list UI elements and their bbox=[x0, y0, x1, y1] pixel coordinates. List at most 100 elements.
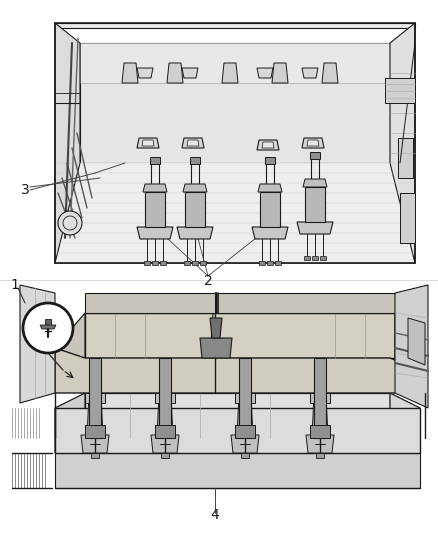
Polygon shape bbox=[142, 140, 154, 146]
Polygon shape bbox=[222, 63, 238, 83]
Polygon shape bbox=[87, 393, 103, 438]
Polygon shape bbox=[55, 348, 425, 393]
Polygon shape bbox=[151, 435, 179, 453]
Polygon shape bbox=[272, 63, 288, 83]
Polygon shape bbox=[150, 157, 160, 164]
Polygon shape bbox=[85, 393, 390, 438]
Polygon shape bbox=[160, 261, 166, 265]
Polygon shape bbox=[302, 68, 318, 78]
Polygon shape bbox=[177, 227, 213, 239]
Polygon shape bbox=[305, 187, 325, 222]
Polygon shape bbox=[55, 453, 420, 488]
Polygon shape bbox=[390, 393, 420, 453]
Polygon shape bbox=[303, 179, 327, 187]
Polygon shape bbox=[275, 261, 281, 265]
Polygon shape bbox=[297, 222, 333, 234]
Polygon shape bbox=[55, 23, 415, 28]
Polygon shape bbox=[262, 142, 274, 148]
Polygon shape bbox=[89, 358, 101, 438]
Polygon shape bbox=[320, 256, 326, 260]
Polygon shape bbox=[137, 138, 159, 148]
Text: 3: 3 bbox=[21, 183, 29, 197]
Polygon shape bbox=[390, 23, 415, 263]
Polygon shape bbox=[81, 435, 109, 453]
Polygon shape bbox=[45, 319, 51, 325]
Polygon shape bbox=[302, 138, 324, 148]
Polygon shape bbox=[231, 435, 259, 453]
Polygon shape bbox=[200, 338, 232, 358]
Polygon shape bbox=[155, 393, 175, 403]
Polygon shape bbox=[304, 256, 310, 260]
Polygon shape bbox=[257, 140, 279, 150]
Polygon shape bbox=[122, 63, 138, 83]
Polygon shape bbox=[137, 68, 153, 78]
Polygon shape bbox=[55, 313, 85, 393]
Polygon shape bbox=[185, 192, 205, 227]
Polygon shape bbox=[184, 261, 190, 265]
Polygon shape bbox=[143, 184, 167, 192]
Polygon shape bbox=[235, 425, 255, 438]
Polygon shape bbox=[155, 425, 175, 438]
Polygon shape bbox=[85, 393, 105, 403]
Polygon shape bbox=[55, 23, 80, 263]
Polygon shape bbox=[310, 393, 330, 403]
Polygon shape bbox=[85, 313, 395, 358]
Polygon shape bbox=[310, 425, 330, 438]
Circle shape bbox=[23, 303, 73, 353]
Polygon shape bbox=[80, 43, 390, 163]
Polygon shape bbox=[400, 193, 415, 243]
Polygon shape bbox=[159, 358, 171, 438]
Polygon shape bbox=[252, 227, 288, 239]
Polygon shape bbox=[182, 68, 198, 78]
Polygon shape bbox=[235, 393, 255, 403]
Circle shape bbox=[58, 211, 82, 235]
Polygon shape bbox=[260, 192, 280, 227]
Polygon shape bbox=[182, 138, 204, 148]
Polygon shape bbox=[152, 261, 158, 265]
Polygon shape bbox=[137, 227, 173, 239]
Polygon shape bbox=[307, 140, 319, 146]
Polygon shape bbox=[80, 43, 390, 83]
Polygon shape bbox=[398, 138, 413, 178]
Polygon shape bbox=[55, 163, 415, 263]
Polygon shape bbox=[190, 157, 200, 164]
Polygon shape bbox=[40, 325, 56, 329]
Polygon shape bbox=[306, 435, 334, 453]
Polygon shape bbox=[55, 163, 415, 263]
Polygon shape bbox=[144, 261, 150, 265]
Polygon shape bbox=[161, 453, 169, 458]
Polygon shape bbox=[312, 256, 318, 260]
Polygon shape bbox=[408, 318, 425, 365]
Text: 2: 2 bbox=[204, 274, 212, 288]
Polygon shape bbox=[314, 358, 326, 438]
Polygon shape bbox=[267, 261, 273, 265]
Polygon shape bbox=[200, 261, 206, 265]
Polygon shape bbox=[183, 184, 207, 192]
Polygon shape bbox=[259, 261, 265, 265]
Polygon shape bbox=[395, 313, 425, 373]
Polygon shape bbox=[239, 358, 251, 438]
Polygon shape bbox=[312, 393, 328, 438]
Polygon shape bbox=[265, 157, 275, 164]
Polygon shape bbox=[310, 152, 320, 159]
Polygon shape bbox=[157, 393, 173, 438]
Text: 1: 1 bbox=[11, 278, 19, 292]
Polygon shape bbox=[237, 393, 253, 438]
Polygon shape bbox=[167, 63, 183, 83]
Polygon shape bbox=[316, 453, 324, 458]
Polygon shape bbox=[55, 408, 420, 453]
Polygon shape bbox=[187, 140, 199, 146]
Text: 4: 4 bbox=[211, 508, 219, 522]
Polygon shape bbox=[20, 285, 55, 403]
Polygon shape bbox=[85, 425, 105, 438]
Polygon shape bbox=[322, 63, 338, 83]
Polygon shape bbox=[210, 318, 222, 338]
Polygon shape bbox=[192, 261, 198, 265]
Polygon shape bbox=[385, 78, 415, 103]
Polygon shape bbox=[395, 285, 428, 408]
Polygon shape bbox=[258, 184, 282, 192]
Polygon shape bbox=[91, 453, 99, 458]
Polygon shape bbox=[241, 453, 249, 458]
Polygon shape bbox=[85, 293, 395, 313]
Polygon shape bbox=[145, 192, 165, 227]
